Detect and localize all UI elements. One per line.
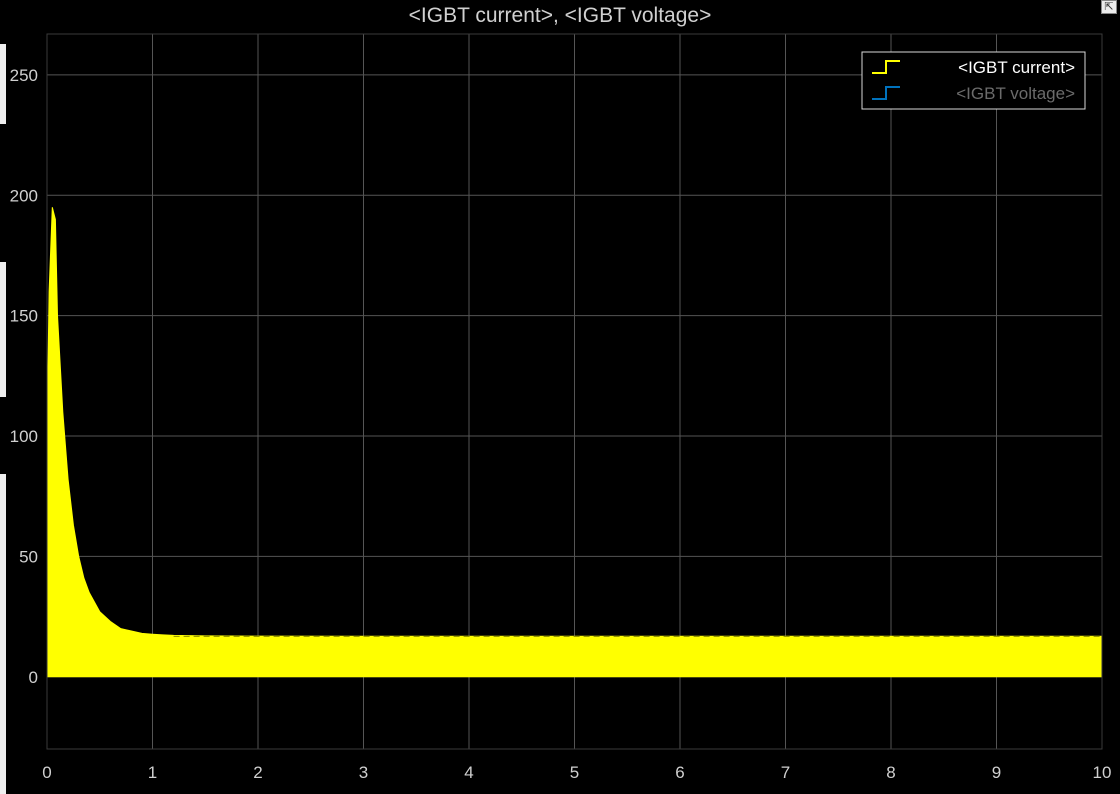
x-tick-label: 6 <box>675 763 684 782</box>
legend-entry-igbt-current[interactable]: <IGBT current> <box>958 58 1075 77</box>
x-tick-label: 0 <box>42 763 51 782</box>
y-tick-label: 0 <box>29 668 38 687</box>
x-tick-label: 4 <box>464 763 473 782</box>
x-tick-label: 2 <box>253 763 262 782</box>
y-tick-label: 250 <box>10 66 38 85</box>
x-tick-label: 8 <box>886 763 895 782</box>
x-tick-label: 9 <box>992 763 1001 782</box>
y-tick-label: 200 <box>10 186 38 205</box>
x-tick-label: 3 <box>359 763 368 782</box>
x-tick-label: 5 <box>570 763 579 782</box>
y-tick-label: 50 <box>19 547 38 566</box>
y-tick-label: 100 <box>10 427 38 446</box>
legend-entry-igbt-voltage[interactable]: <IGBT voltage> <box>956 84 1075 103</box>
x-tick-label: 10 <box>1093 763 1112 782</box>
x-tick-label: 1 <box>148 763 157 782</box>
y-tick-label: 150 <box>10 307 38 326</box>
x-tick-label: 7 <box>781 763 790 782</box>
